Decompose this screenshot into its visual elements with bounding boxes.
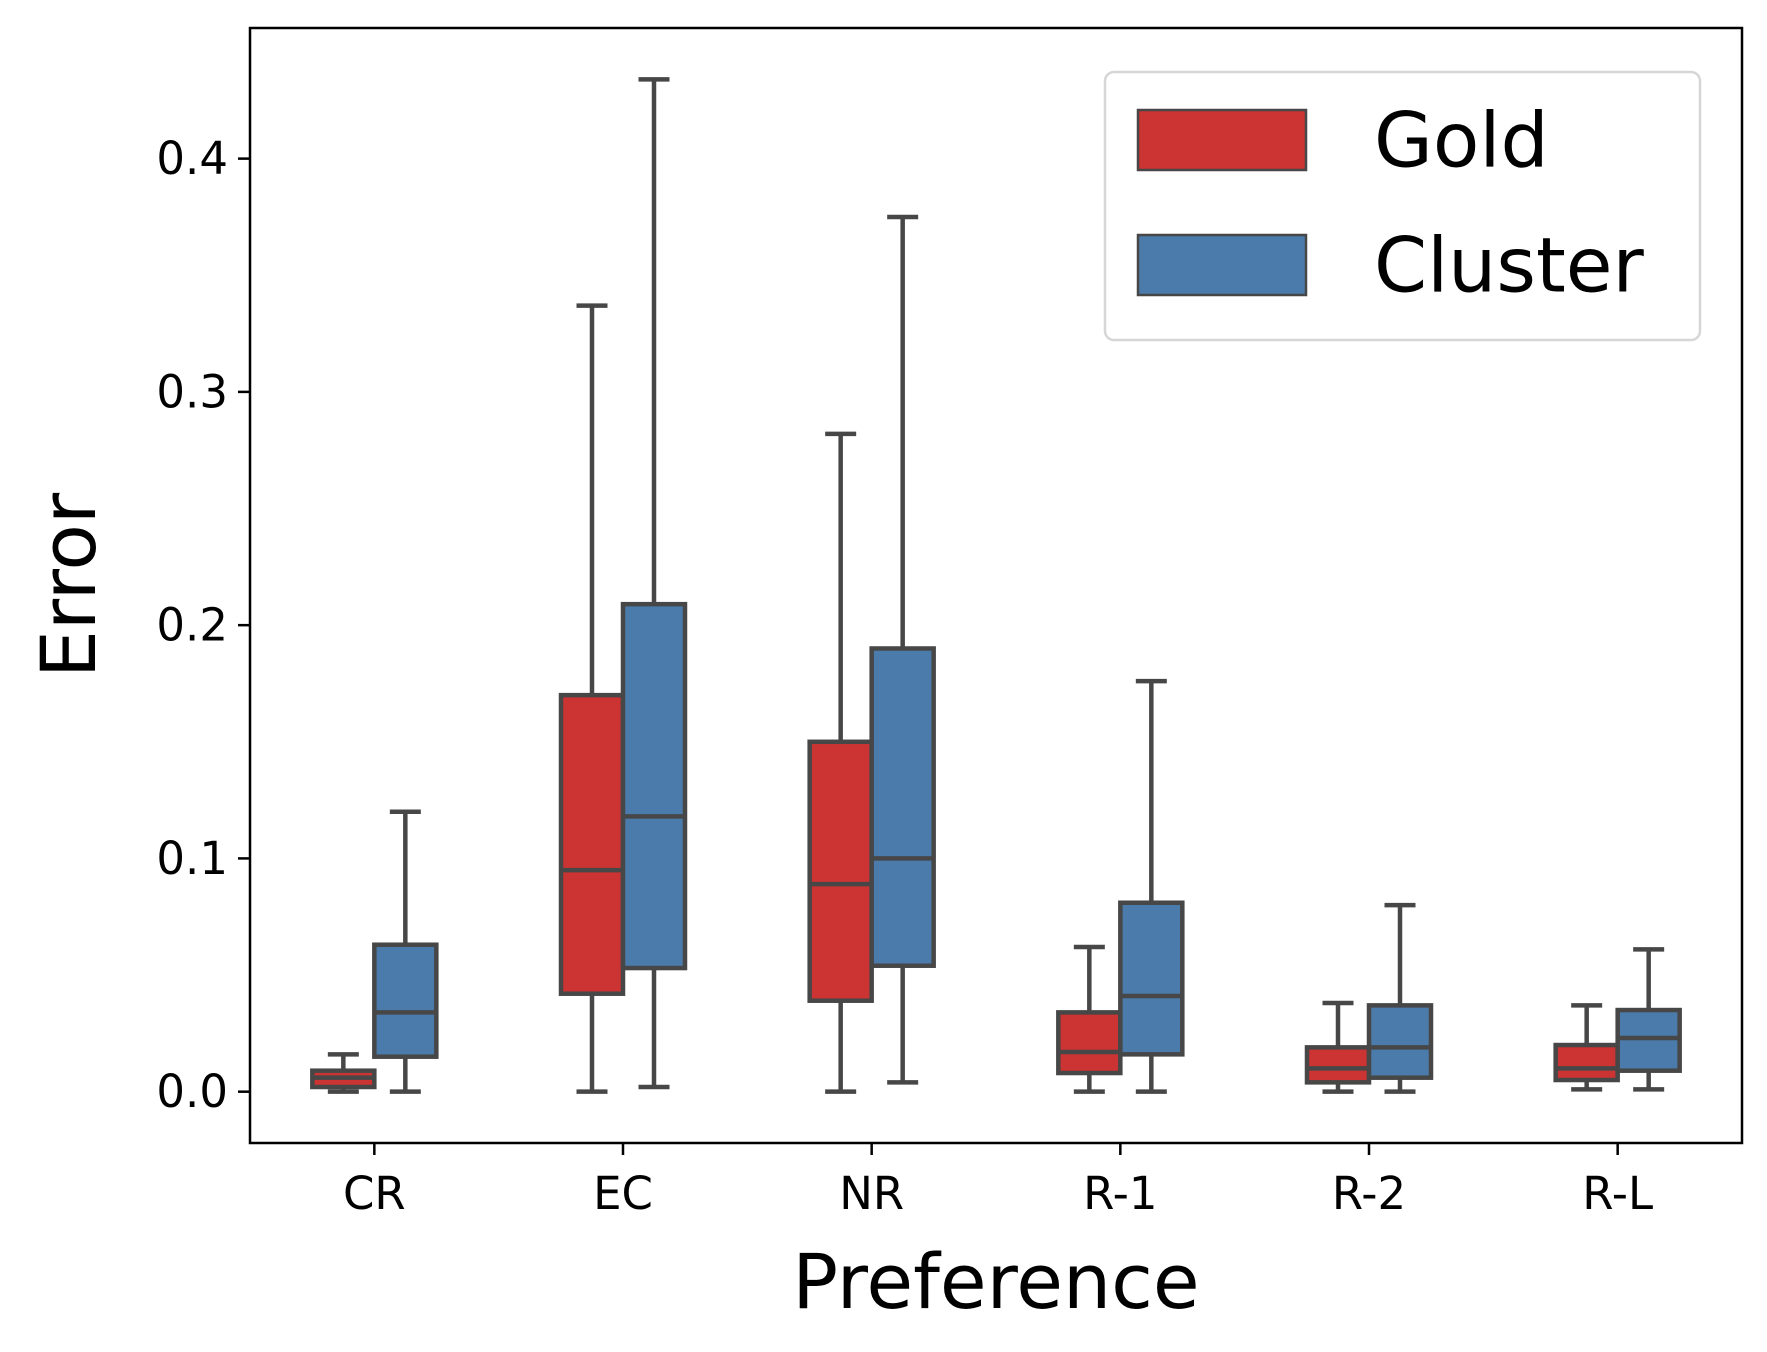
box-gold-nr <box>807 431 874 1094</box>
y-tick-label: 0.4 <box>156 132 228 185</box>
box-iqr <box>558 692 626 996</box>
box-gold-r-2 <box>1304 1000 1372 1094</box>
x-axis-label: Preference <box>792 1237 1199 1326</box>
box-iqr <box>372 942 439 1059</box>
box-iqr <box>869 646 936 968</box>
box-gold-r-1 <box>1056 944 1123 1094</box>
x-tick-label: CR <box>343 1167 406 1220</box>
legend-swatch-cluster <box>1136 233 1308 297</box>
box-iqr <box>807 739 874 1003</box>
box-iqr <box>1118 900 1185 1057</box>
y-axis-label: Error <box>24 492 113 678</box>
box-iqr <box>620 601 688 971</box>
y-tick-label: 0.3 <box>156 365 228 418</box>
box-gold-cr <box>310 1052 377 1094</box>
x-tick-label: R-2 <box>1332 1167 1406 1220</box>
box-iqr <box>1304 1045 1372 1085</box>
x-tick-label: NR <box>839 1167 904 1220</box>
box-cluster-r-1 <box>1118 678 1185 1094</box>
x-tick-label: R-1 <box>1083 1167 1157 1220</box>
legend-item-cluster: Cluster <box>1136 221 1645 310</box>
box-cluster-cr <box>372 809 439 1094</box>
legend: Gold Cluster <box>1103 70 1702 342</box>
box-iqr <box>1056 1010 1123 1076</box>
x-tick-label: EC <box>593 1167 653 1220</box>
y-tick-label: 0.0 <box>156 1065 228 1118</box>
box-iqr <box>1615 1007 1682 1073</box>
axes: 0.0 0.1 0.2 0.3 0.4 CR EC NR R-1 R-2 R-L Preference… <box>24 26 1744 1326</box>
plot-frame <box>248 26 1744 1145</box>
legend-label-cluster: Cluster <box>1374 221 1645 310</box>
plot-area <box>310 77 1682 1094</box>
legend-item-gold: Gold <box>1136 96 1549 185</box>
box-cluster-nr <box>869 214 936 1085</box>
box-iqr <box>1553 1042 1620 1083</box>
box-gold-r-l <box>1553 1003 1620 1092</box>
box-gold-ec <box>558 303 626 1094</box>
legend-label-gold: Gold <box>1374 96 1549 185</box>
legend-swatch-gold <box>1136 108 1308 172</box>
x-tick-label: R-L <box>1582 1167 1653 1220</box>
y-tick-label: 0.2 <box>156 599 228 652</box>
y-tick-label: 0.1 <box>156 832 228 885</box>
box-cluster-r-2 <box>1366 902 1434 1094</box>
box-cluster-r-l <box>1615 947 1682 1092</box>
box-iqr <box>1366 1003 1434 1080</box>
box-cluster-ec <box>620 77 688 1090</box>
